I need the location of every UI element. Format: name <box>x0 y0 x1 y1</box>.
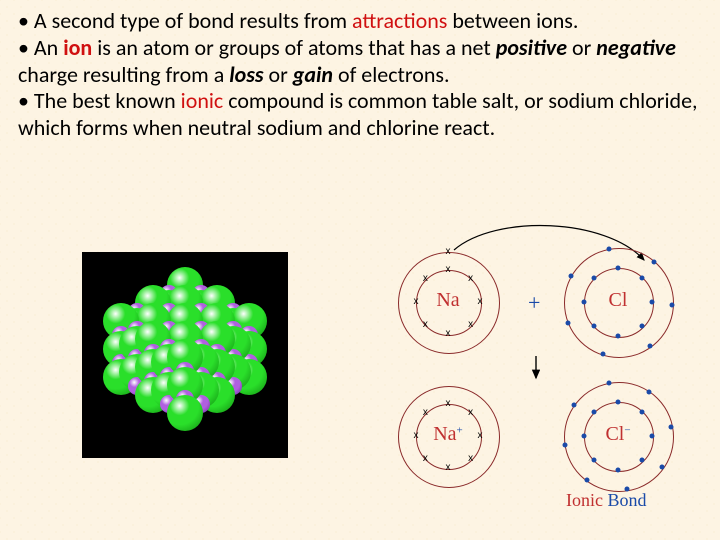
electron-x: x <box>446 329 451 339</box>
electron-dot <box>651 259 656 264</box>
electron-x: x <box>446 399 451 409</box>
nacl-crystal-figure <box>82 252 288 458</box>
electron-dot <box>601 351 606 356</box>
electron-x: x <box>446 247 451 257</box>
electron-x: x <box>478 297 483 307</box>
bullet-1-text-a: • A second type of bond results from <box>18 7 352 34</box>
bullet-2-highlight-loss: loss <box>229 61 263 88</box>
electron-dot <box>640 275 645 280</box>
bullet-2-text-a: • An <box>18 34 63 61</box>
bullet-2-text-d: charge resulting from a <box>18 61 229 88</box>
bullet-2-text-e: or <box>264 61 293 88</box>
plus-symbol-top: + <box>528 290 540 316</box>
electron-dot <box>669 424 674 429</box>
electron-x: x <box>414 431 419 441</box>
electron-dot <box>616 468 621 473</box>
electron-dot <box>646 389 651 394</box>
electron-x: x <box>423 320 428 330</box>
atom-nucleus-label: Na+ <box>426 423 470 446</box>
atom-nucleus-label: Cl− <box>596 423 640 446</box>
electron-x: x <box>468 320 473 330</box>
electron-dot <box>625 487 630 492</box>
electron-dot <box>585 478 590 483</box>
electron-dot <box>591 458 596 463</box>
bullet-3-text-a: • The best known <box>18 87 181 114</box>
bullet-2-highlight-ion: ion <box>63 34 92 61</box>
electron-dot <box>616 266 621 271</box>
bullet-2-highlight-negative: negative <box>596 34 676 61</box>
bullet-3-highlight-ionic: ionic <box>181 87 224 114</box>
electron-x: x <box>423 408 428 418</box>
bullet-1: • A second type of bond results from att… <box>18 8 702 35</box>
bullet-2-highlight-positive: positive <box>496 34 567 61</box>
figures-area: + Ionic Bond NaxxxxxxxxxClNa+xxxxxxxxCl− <box>0 232 720 540</box>
bullet-2-text-b: is an atom or groups of atoms that has a… <box>92 34 495 61</box>
electron-dot <box>669 302 674 307</box>
electron-dot <box>616 400 621 405</box>
electron-x: x <box>468 408 473 418</box>
electron-dot <box>640 324 645 329</box>
electron-dot <box>640 458 645 463</box>
electron-x: x <box>414 297 419 307</box>
electron-x: x <box>446 463 451 473</box>
electron-dot <box>582 434 587 439</box>
electron-dot <box>591 324 596 329</box>
bullet-1-highlight-attractions: attractions <box>352 7 447 34</box>
bullet-2: • An ion is an atom or groups of atoms t… <box>18 35 702 89</box>
bullet-3: • The best known ionic compound is commo… <box>18 88 702 142</box>
electron-dot <box>647 343 652 348</box>
nacl-crystal-canvas <box>82 252 288 458</box>
electron-dot <box>591 275 596 280</box>
electron-x: x <box>478 431 483 441</box>
electron-dot <box>650 300 655 305</box>
electron-dot <box>660 464 665 469</box>
caption-bond-word: Bond <box>607 490 646 510</box>
bullet-2-text-c: or <box>567 34 596 61</box>
caption-ionic-word: Ionic <box>566 490 603 510</box>
electron-dot <box>568 274 573 279</box>
chloride-ion <box>167 395 203 431</box>
ionic-bond-diagram: + Ionic Bond NaxxxxxxxxxClNa+xxxxxxxxCl− <box>376 220 708 520</box>
electron-dot <box>562 443 567 448</box>
electron-x: x <box>446 265 451 275</box>
electron-dot <box>650 434 655 439</box>
electron-dot <box>582 300 587 305</box>
bullet-2-text-f: of electrons. <box>333 61 450 88</box>
electron-dot <box>566 320 571 325</box>
electron-x: x <box>468 454 473 464</box>
electron-x: x <box>423 454 428 464</box>
atom-nucleus-label: Na <box>426 289 470 312</box>
slide-body: • A second type of bond results from att… <box>0 0 720 142</box>
electron-dot <box>606 380 611 385</box>
ionic-bond-caption: Ionic Bond <box>566 490 647 511</box>
atom-nucleus-label: Cl <box>596 289 640 312</box>
bullet-2-highlight-gain: gain <box>293 61 333 88</box>
electron-x: x <box>423 274 428 284</box>
electron-dot <box>606 246 611 251</box>
electron-dot <box>571 403 576 408</box>
electron-x: x <box>468 274 473 284</box>
bullet-1-text-b: between ions. <box>447 7 578 34</box>
electron-dot <box>616 334 621 339</box>
electron-dot <box>640 409 645 414</box>
electron-dot <box>591 409 596 414</box>
